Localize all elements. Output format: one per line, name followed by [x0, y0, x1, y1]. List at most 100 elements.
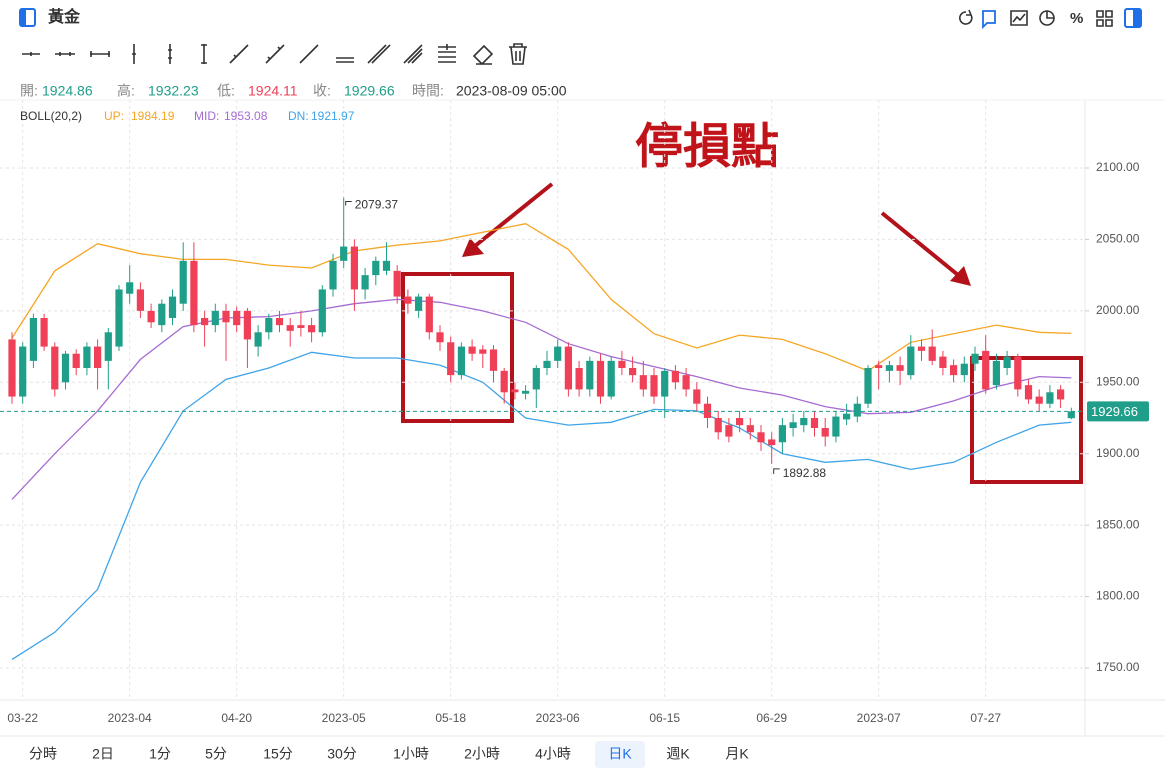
- eraser[interactable]: [472, 44, 494, 66]
- candle-body: [94, 346, 102, 368]
- tool[interactable]: [265, 44, 285, 64]
- layout-icon-fill: [1133, 9, 1141, 27]
- tool[interactable]: [55, 52, 75, 56]
- indicator-value: 1953.08: [224, 109, 268, 123]
- info-value: 2023-08-09 05:00: [456, 83, 567, 99]
- high-label: 2079.37: [355, 198, 399, 212]
- y-tick-label: 2100.00: [1096, 160, 1140, 174]
- indicator-legend: MID:: [194, 109, 219, 123]
- tool[interactable]: [168, 44, 172, 64]
- tool[interactable]: [22, 52, 40, 56]
- candle-body: [468, 346, 476, 354]
- candle-body: [564, 346, 572, 390]
- candle-body: [821, 428, 829, 437]
- candle-body: [778, 425, 786, 443]
- candle-body: [479, 349, 487, 354]
- timeframe-button[interactable]: 2小時: [464, 746, 500, 762]
- draw-toolbar[interactable]: [22, 43, 527, 66]
- candle-body: [243, 310, 251, 340]
- timeframe-button[interactable]: 1分: [149, 746, 171, 762]
- tool[interactable]: [201, 44, 207, 64]
- candle-body: [1035, 396, 1043, 404]
- y-tick-label: 2000.00: [1096, 303, 1140, 317]
- candle-body: [939, 356, 947, 368]
- grid-icon[interactable]: [1096, 10, 1113, 27]
- refresh-icon[interactable]: [959, 9, 973, 25]
- candle-body: [746, 425, 754, 433]
- x-tick-label: 06-29: [756, 711, 787, 725]
- candle-body: [275, 318, 284, 326]
- candle-body: [222, 310, 230, 323]
- timeframe-active-bg: [595, 741, 645, 768]
- candle-body: [500, 370, 508, 393]
- candle-body: [425, 296, 433, 333]
- candle-body: [896, 365, 904, 371]
- header-tools[interactable]: %: [959, 8, 1142, 30]
- tool[interactable]: [229, 44, 249, 64]
- indicator-name: BOLL(20,2): [20, 109, 82, 123]
- candle-body: [415, 296, 423, 311]
- tool[interactable]: [299, 44, 319, 64]
- candle-body: [875, 365, 883, 368]
- candle-body: [265, 318, 273, 333]
- candle-body: [489, 349, 498, 371]
- candle-body: [436, 332, 444, 343]
- candle-body: [1014, 356, 1022, 390]
- last-price-label: 1929.66: [1091, 404, 1138, 419]
- timeframe-button[interactable]: 月K: [725, 746, 749, 762]
- info-value: 1929.66: [344, 83, 395, 99]
- candle-body: [19, 346, 27, 397]
- candle-body: [168, 296, 177, 318]
- candle-body: [928, 346, 936, 361]
- candle-body: [757, 432, 765, 443]
- timeframe-button[interactable]: 週K: [666, 746, 690, 762]
- candle-body: [61, 353, 70, 383]
- tool[interactable]: [132, 44, 136, 64]
- timeframe-button[interactable]: 1小時: [393, 746, 429, 762]
- candle-body: [885, 365, 893, 371]
- x-tick-label: 03-22: [7, 711, 38, 725]
- tool[interactable]: [438, 44, 456, 63]
- x-tick-label: 05-18: [435, 711, 466, 725]
- candle-body: [596, 360, 605, 397]
- candle-body: [308, 325, 316, 333]
- indicator-legend: DN:: [288, 109, 309, 123]
- tool[interactable]: [403, 44, 423, 64]
- y-tick-label: 1800.00: [1096, 589, 1140, 603]
- highlight-box: [970, 356, 1083, 484]
- panel-icon-fill: [20, 9, 26, 26]
- tool[interactable]: [336, 57, 354, 63]
- low-label: 1892.88: [783, 466, 827, 480]
- trash[interactable]: [509, 43, 527, 65]
- timeframe-button[interactable]: 日K: [608, 746, 632, 762]
- draw-icon[interactable]: [982, 10, 996, 30]
- timeframe-button[interactable]: 4小時: [535, 746, 571, 762]
- boll-line: [11, 351, 1072, 660]
- candle-body: [404, 296, 412, 304]
- timeframe-button[interactable]: 分時: [29, 746, 57, 762]
- candle-body: [586, 360, 594, 390]
- percent-icon[interactable]: %: [1070, 10, 1083, 27]
- info-label: 時間:: [412, 83, 444, 99]
- timeframe-button[interactable]: 5分: [205, 746, 227, 762]
- candle-body: [992, 360, 1000, 386]
- candle-body: [83, 346, 91, 368]
- pie-icon-part: [1046, 11, 1054, 19]
- candle-body: [233, 310, 241, 326]
- x-tick-label: 07-27: [970, 711, 1001, 725]
- candle-body: [1024, 385, 1033, 400]
- candle-body: [211, 310, 219, 326]
- candle-body: [179, 260, 187, 304]
- indicator-legend: UP:: [104, 109, 124, 123]
- candle-body: [286, 325, 294, 331]
- candle-body: [853, 403, 861, 417]
- candle-body: [361, 275, 369, 290]
- candle-body: [318, 289, 326, 333]
- tool[interactable]: [367, 44, 391, 64]
- timeframe-button[interactable]: 15分: [263, 746, 293, 762]
- tool[interactable]: [90, 51, 110, 57]
- candle-body: [639, 375, 647, 390]
- chart-icon[interactable]: [1010, 10, 1028, 26]
- timeframe-button[interactable]: 2日: [92, 746, 114, 762]
- timeframe-button[interactable]: 30分: [327, 746, 357, 762]
